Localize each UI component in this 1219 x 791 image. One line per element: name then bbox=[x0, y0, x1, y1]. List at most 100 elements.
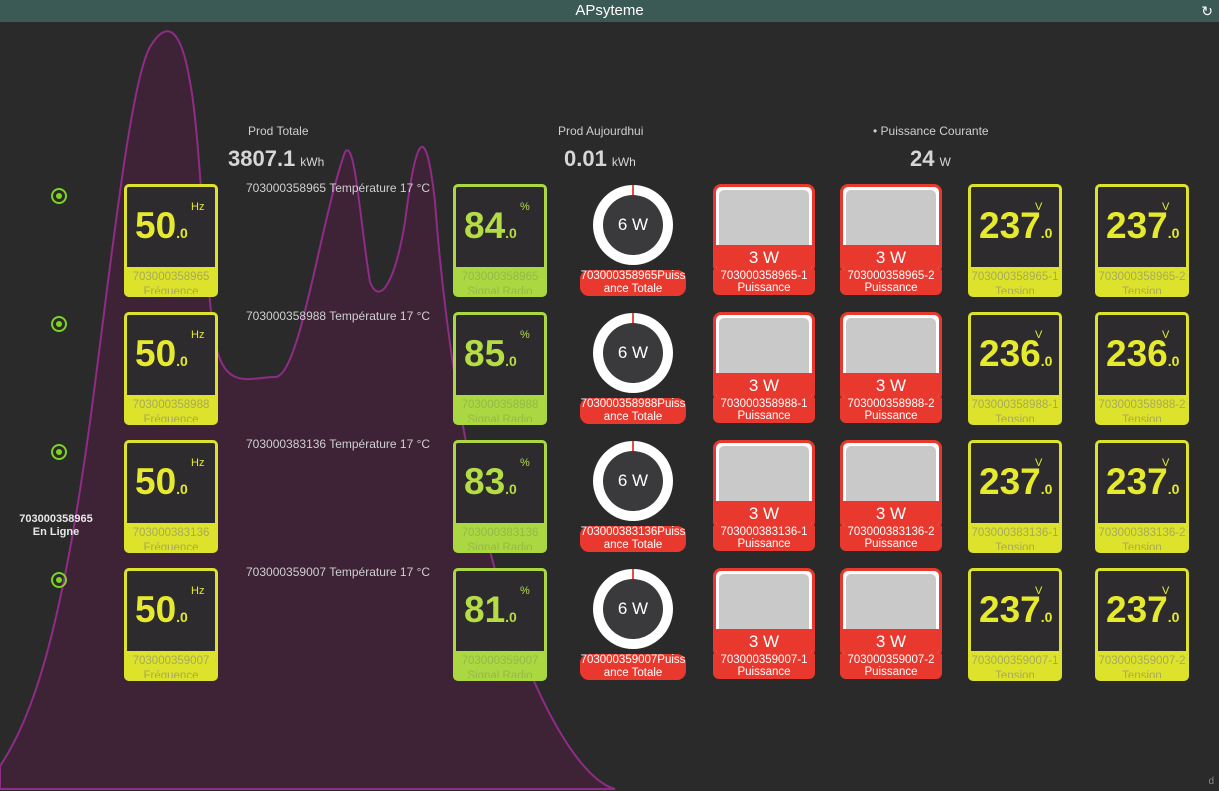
panel-1-voltage-tile-dec: .0 bbox=[1040, 225, 1053, 241]
panel-1-power-tile-label: 703000383136-1 Puissance bbox=[713, 526, 815, 551]
signal-radio-tile-caption-id: 703000383136 bbox=[461, 527, 539, 539]
frequency-tile-unit: Hz bbox=[191, 585, 205, 597]
panel-1-voltage-tile-caption-label: Tension bbox=[995, 670, 1035, 681]
frequency-tile-int: 50 bbox=[135, 205, 177, 246]
frequency-tile-caption: 703000359007 Fréquence bbox=[127, 654, 215, 678]
frequency-tile: 50.0 Hz 703000359007 Fréquence bbox=[124, 568, 218, 681]
panel-1-power-tile: 3 W 703000383136-1 Puissance bbox=[713, 440, 815, 552]
panel-1-voltage-tile-caption-id: 703000383136-1 bbox=[971, 527, 1059, 539]
puissance-courante-value: 24 W bbox=[910, 146, 951, 171]
frequency-tile-int: 50 bbox=[135, 589, 177, 630]
panel-2-power-tile-frame: 3 W bbox=[840, 184, 942, 274]
corner-mark: d bbox=[1208, 776, 1214, 787]
temperature-label: 703000359007 Température 17 °C bbox=[246, 565, 431, 579]
panel-2-voltage-tile-value: 236.0 bbox=[1106, 333, 1179, 375]
signal-radio-tile-caption: 703000383136 Signal Radio bbox=[456, 526, 544, 553]
total-power-value: 6 W bbox=[603, 451, 663, 511]
signal-radio-tile-caption-id: 703000359007 bbox=[461, 655, 539, 667]
total-power-gauge-marker bbox=[632, 441, 634, 451]
signal-radio-tile-face bbox=[456, 571, 544, 651]
panel-2-voltage-tile-caption: 703000358988-2 Tension bbox=[1098, 398, 1186, 422]
panel-2-voltage-tile-int: 236 bbox=[1106, 333, 1168, 374]
panel-1-power-tile: 3 W 703000359007-1 Puissance bbox=[713, 568, 815, 680]
puissance-courante-label: • Puissance Courante bbox=[873, 124, 989, 138]
status-online-icon[interactable] bbox=[51, 316, 67, 332]
panel-1-voltage-tile-value: 236.0 bbox=[979, 333, 1052, 375]
panel-2-power-tile-frame: 3 W bbox=[840, 440, 942, 530]
signal-radio-tile-unit: % bbox=[520, 585, 530, 597]
signal-radio-tile-unit: % bbox=[520, 457, 530, 469]
signal-radio-tile-caption-label: Signal Radio bbox=[467, 670, 533, 681]
refresh-icon[interactable]: ↻ bbox=[1201, 3, 1213, 19]
panel-1-power-tile-value: 3 W bbox=[716, 373, 812, 399]
frequency-tile-caption: 703000358965 Fréquence bbox=[127, 270, 215, 294]
panel-1-voltage-tile-int: 237 bbox=[979, 461, 1041, 502]
panel-2-voltage-tile-unit: V bbox=[1162, 329, 1170, 341]
panel-2-power-tile-label-text: Puissance bbox=[864, 410, 918, 422]
panel-1-voltage-tile-face bbox=[971, 187, 1059, 267]
panel-1-power-tile-label: 703000358988-1 Puissance bbox=[713, 398, 815, 423]
total-power-label: 703000358988Puissance Totale bbox=[580, 398, 686, 424]
panel-1-voltage-tile: 237.0 V 703000358965-1 Tension bbox=[968, 184, 1062, 297]
panel-1-voltage-tile-int: 236 bbox=[979, 333, 1041, 374]
title-bar: APsyteme ↻ bbox=[0, 0, 1219, 22]
panel-1-voltage-tile-value: 237.0 bbox=[979, 461, 1052, 503]
signal-radio-tile-caption-label: Signal Radio bbox=[467, 542, 533, 553]
signal-radio-tile-value: 81.0 bbox=[464, 589, 517, 631]
panel-2-power-tile-label-text: Puissance bbox=[864, 666, 918, 678]
panel-1-power-tile-label-text: Puissance bbox=[737, 666, 791, 678]
panel-2-voltage-tile-caption-label: Tension bbox=[1122, 670, 1162, 681]
panel-2-voltage-tile-face bbox=[1098, 443, 1186, 523]
frequency-tile-caption-id: 703000383136 bbox=[132, 527, 210, 539]
panel-2-voltage-tile-caption: 703000358965-2 Tension bbox=[1098, 270, 1186, 294]
panel-1-power-tile-value: 3 W bbox=[716, 245, 812, 271]
panel-2-voltage-tile-face bbox=[1098, 571, 1186, 651]
panel-2-voltage-tile-dec: .0 bbox=[1167, 481, 1180, 497]
panel-1-power-tile-label-text: Puissance bbox=[737, 282, 791, 294]
panel-2-voltage-tile-face bbox=[1098, 315, 1186, 395]
frequency-tile-caption-label: Fréquence bbox=[143, 414, 199, 425]
total-power-label: 703000383136Puissance Totale bbox=[580, 526, 686, 552]
frequency-tile-caption-id: 703000358965 bbox=[132, 271, 210, 283]
signal-radio-tile-caption: 703000358988 Signal Radio bbox=[456, 398, 544, 425]
status-online-icon[interactable] bbox=[51, 188, 67, 204]
frequency-tile-caption-id: 703000359007 bbox=[132, 655, 210, 667]
status-online-icon[interactable] bbox=[51, 572, 67, 588]
panel-1-voltage-tile-caption: 703000383136-1 Tension bbox=[971, 526, 1059, 550]
panel-1-voltage-tile-int: 237 bbox=[979, 589, 1041, 630]
status-online-icon[interactable] bbox=[51, 444, 67, 460]
panel-2-power-tile: 3 W 703000359007-2 Puissance bbox=[840, 568, 942, 680]
panel-1-power-tile: 3 W 703000358988-1 Puissance bbox=[713, 312, 815, 424]
signal-radio-tile: 84.0% 703000358965 Signal Radio bbox=[453, 184, 547, 297]
total-power-gauge-marker bbox=[632, 313, 634, 323]
panel-1-voltage-tile-caption-label: Tension bbox=[995, 286, 1035, 297]
signal-radio-tile-value: 83.0 bbox=[464, 461, 517, 503]
panel-1-power-tile-label-text: Puissance bbox=[737, 538, 791, 550]
frequency-tile-caption-id: 703000358988 bbox=[132, 399, 210, 411]
panel-1-power-tile-value: 3 W bbox=[716, 501, 812, 527]
frequency-tile-caption: 703000358988 Fréquence bbox=[127, 398, 215, 425]
signal-radio-tile-caption-id: 703000358965 bbox=[461, 271, 539, 283]
panel-2-voltage-tile: 237.0 V 703000359007-2 Tension bbox=[1095, 568, 1189, 681]
panel-1-power-tile-label-text: Puissance bbox=[737, 410, 791, 422]
signal-radio-tile-face bbox=[456, 315, 544, 395]
frequency-tile-dec: .0 bbox=[176, 353, 188, 369]
total-power-gauge-marker bbox=[632, 569, 634, 579]
frequency-tile-unit: Hz bbox=[191, 457, 205, 469]
total-power-label: 703000358965Puissance Totale bbox=[580, 270, 686, 296]
panel-1-voltage-tile-unit: V bbox=[1035, 457, 1043, 469]
panel-1-voltage-tile-caption-id: 703000358988-1 bbox=[971, 399, 1059, 411]
frequency-tile-caption: 703000383136 Fréquence bbox=[127, 526, 215, 550]
prod-totale-label: Prod Totale bbox=[248, 124, 309, 138]
panel-1-voltage-tile-caption: 703000358965-1 Tension bbox=[971, 270, 1059, 297]
frequency-tile: 50.0 Hz 703000358988 Fréquence bbox=[124, 312, 218, 425]
panel-2-voltage-tile-value: 237.0 bbox=[1106, 461, 1179, 503]
panel-1-voltage-tile-caption: 703000358988-1 Tension bbox=[971, 398, 1059, 422]
frequency-tile-dec: .0 bbox=[176, 225, 188, 241]
signal-radio-tile-caption-label: Signal Radio bbox=[467, 414, 533, 425]
panel-2-voltage-tile-face bbox=[1098, 187, 1186, 267]
signal-radio-tile-int: 81 bbox=[464, 589, 506, 630]
panel-2-voltage-tile-unit: V bbox=[1162, 201, 1170, 213]
panel-1-voltage-tile-dec: .0 bbox=[1040, 609, 1053, 625]
panel-2-power-tile: 3 W 703000383136-2 Puissance bbox=[840, 440, 942, 552]
